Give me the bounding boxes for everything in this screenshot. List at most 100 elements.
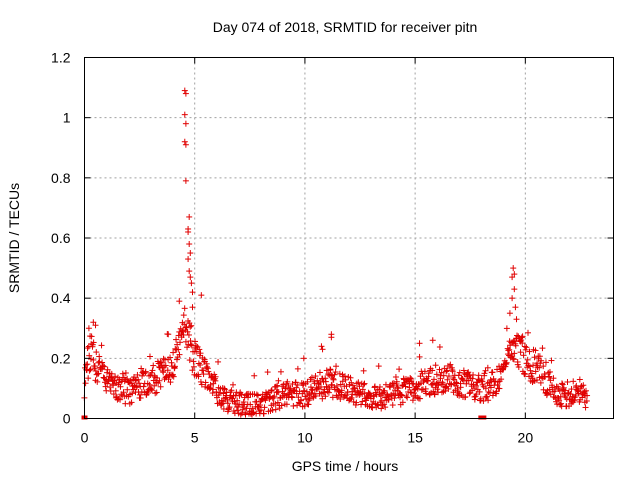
data-point bbox=[540, 386, 547, 393]
data-point bbox=[94, 378, 101, 385]
data-point bbox=[96, 358, 103, 365]
data-point bbox=[476, 388, 483, 395]
data-point bbox=[337, 395, 344, 402]
data-point bbox=[195, 373, 202, 380]
data-point bbox=[186, 357, 193, 364]
data-point bbox=[496, 385, 503, 392]
data-point bbox=[373, 391, 380, 398]
data-point bbox=[484, 364, 491, 371]
x-tick-label: 0 bbox=[81, 430, 89, 446]
data-point bbox=[438, 389, 445, 396]
data-point bbox=[323, 383, 330, 390]
data-point bbox=[437, 375, 444, 382]
data-point bbox=[524, 356, 531, 363]
data-point bbox=[359, 391, 366, 398]
data-point bbox=[98, 342, 105, 349]
data-point bbox=[162, 362, 169, 369]
data-point bbox=[308, 389, 315, 396]
data-point bbox=[515, 364, 522, 371]
data-point bbox=[172, 345, 179, 352]
data-point bbox=[341, 373, 348, 380]
data-point bbox=[431, 391, 438, 398]
data-point bbox=[124, 375, 131, 382]
data-point bbox=[424, 378, 431, 385]
data-point bbox=[149, 387, 156, 394]
data-point bbox=[108, 370, 115, 377]
data-point bbox=[112, 387, 119, 394]
data-point bbox=[149, 367, 156, 374]
data-point bbox=[249, 405, 256, 412]
data-point bbox=[471, 396, 478, 403]
data-point bbox=[307, 384, 314, 391]
data-point bbox=[512, 342, 519, 349]
data-point bbox=[200, 371, 207, 378]
data-point bbox=[116, 379, 123, 386]
data-point bbox=[135, 376, 142, 383]
data-point-peak bbox=[182, 177, 189, 184]
data-point bbox=[376, 383, 383, 390]
data-point bbox=[224, 396, 231, 403]
data-point bbox=[173, 336, 180, 343]
data-point bbox=[404, 394, 411, 401]
data-point bbox=[482, 385, 489, 392]
data-point-peak bbox=[509, 274, 516, 281]
data-point bbox=[398, 391, 405, 398]
data-point bbox=[158, 359, 165, 366]
data-point bbox=[204, 363, 211, 370]
data-point bbox=[117, 383, 124, 390]
data-point bbox=[379, 390, 386, 397]
y-tick-label: 0.2 bbox=[51, 350, 71, 366]
data-point bbox=[382, 404, 389, 411]
data-point bbox=[229, 381, 236, 388]
data-point bbox=[359, 386, 366, 393]
chart-title: Day 074 of 2018, SRMTID for receiver pit… bbox=[213, 19, 478, 35]
data-point bbox=[503, 359, 510, 366]
data-point bbox=[247, 401, 254, 408]
data-point bbox=[568, 386, 575, 393]
data-point bbox=[278, 402, 285, 409]
data-point bbox=[97, 366, 104, 373]
data-point bbox=[393, 378, 400, 385]
data-point-peak bbox=[176, 298, 183, 305]
data-point bbox=[432, 362, 439, 369]
data-point bbox=[483, 393, 490, 400]
data-point bbox=[312, 392, 319, 399]
data-point bbox=[510, 356, 517, 363]
data-point bbox=[181, 305, 188, 312]
data-point bbox=[128, 399, 135, 406]
data-point bbox=[402, 383, 409, 390]
data-point bbox=[86, 367, 93, 374]
data-point bbox=[505, 347, 512, 354]
data-point bbox=[525, 329, 532, 336]
data-point bbox=[255, 392, 262, 399]
data-point bbox=[140, 383, 147, 390]
data-point bbox=[333, 382, 340, 389]
data-point bbox=[86, 352, 93, 359]
data-point bbox=[88, 333, 95, 340]
x-tick-label: 15 bbox=[407, 430, 423, 446]
data-point bbox=[392, 391, 399, 398]
data-point bbox=[359, 398, 366, 405]
data-point bbox=[180, 312, 187, 319]
data-point bbox=[226, 404, 233, 411]
data-point bbox=[325, 371, 332, 378]
data-point bbox=[299, 382, 306, 389]
zero-marker-wide bbox=[478, 415, 487, 420]
data-point bbox=[160, 355, 167, 362]
data-point-peak bbox=[300, 355, 307, 362]
data-point bbox=[456, 369, 463, 376]
data-point-peak bbox=[186, 213, 193, 220]
data-point bbox=[107, 388, 114, 395]
data-point-peak bbox=[513, 316, 520, 323]
data-point bbox=[117, 396, 124, 403]
data-point bbox=[414, 385, 421, 392]
data-point-peak bbox=[509, 295, 516, 302]
data-point-peak bbox=[92, 322, 99, 329]
data-point bbox=[559, 381, 566, 388]
data-point bbox=[540, 363, 547, 370]
data-point bbox=[548, 357, 555, 364]
data-point bbox=[547, 377, 554, 384]
data-point bbox=[361, 380, 368, 387]
data-point bbox=[371, 383, 378, 390]
